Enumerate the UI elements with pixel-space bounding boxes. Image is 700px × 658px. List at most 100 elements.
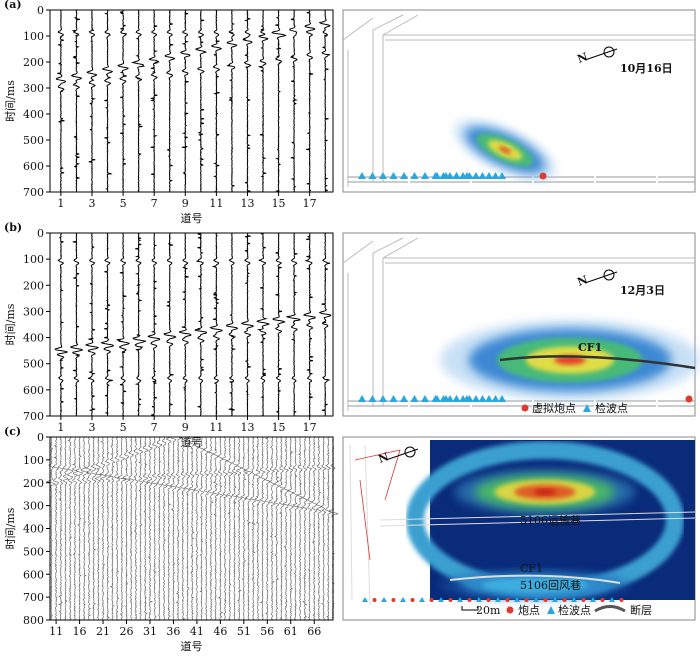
x-tick-label: 5 [120,197,127,210]
trace [268,436,276,620]
plot-frame [49,9,334,193]
x-tick-label: 9 [182,197,189,210]
geophone [433,172,441,179]
trace [55,9,67,193]
legend-marker [506,606,514,614]
geophone [514,597,520,602]
trace [304,9,316,193]
geophone [590,597,596,602]
x-tick-label: 36 [166,625,180,638]
trace [84,232,100,417]
x-tick-label: 46 [213,625,227,638]
trace [194,232,207,417]
trace [195,9,207,193]
trace [80,436,90,620]
north-label: N [576,273,590,289]
trace [146,436,154,620]
y-tick-label: 700 [23,186,44,199]
y-tick-label: 500 [23,358,44,371]
compass-ring [603,46,615,58]
trace [113,436,121,620]
compass-arrow [385,448,419,461]
geophone [452,395,461,402]
trace [296,436,304,620]
geophone [491,395,500,402]
x-tick-label: 61 [284,625,298,638]
map-date: 10月16日 [620,62,673,75]
trace [62,436,69,620]
fault-label: CF1 [578,341,602,354]
y-axis-label: 时间/ms [4,303,17,345]
source [539,172,547,180]
trace [240,436,248,620]
geophone [476,597,482,602]
trace [100,232,115,417]
roadway-label: 5106运输巷 [520,513,581,527]
geophone [358,395,366,402]
x-tick-label: 41 [190,625,204,638]
trace [202,436,210,620]
trace [273,436,280,620]
source [467,598,472,602]
trace [54,232,68,416]
geophone [438,597,444,602]
trace [155,436,163,620]
geophone [571,597,577,602]
trace [75,436,83,620]
trace [193,436,201,620]
y-tick-label: 200 [23,279,44,292]
trace [242,9,253,192]
y-tick-label: 600 [23,160,44,173]
y-tick-label: 0 [37,431,44,444]
x-tick-label: 7 [151,197,158,210]
legend-label: 断层 [630,603,652,617]
source [685,395,693,403]
trace [94,436,102,620]
trace [72,436,79,620]
x-tick-label: 13 [240,421,254,434]
geophone [491,172,500,179]
trace [217,436,224,620]
trace [318,232,332,417]
roadway-label: 5106回风巷 [520,579,581,592]
y-tick-label: 400 [23,523,44,536]
geophone [472,172,480,179]
geophone [485,395,493,402]
x-tick-label: 66 [307,625,321,638]
compass-ring [603,269,615,281]
trace [212,436,219,620]
compass-ring [404,446,416,458]
geophone [439,172,448,179]
geophone [379,172,387,179]
geophone [389,395,398,402]
scale-label: 20m [476,604,501,617]
geophone [433,395,441,402]
trace [161,436,168,620]
source [410,598,415,602]
source [391,598,396,602]
trace [315,436,322,620]
geophone [379,395,387,402]
x-tick-label: 1 [57,421,64,434]
y-tick-label: 0 [37,4,44,17]
trace [175,436,181,620]
trace [164,9,176,193]
plot-frame [49,232,334,417]
trace [254,436,261,620]
trace [300,436,308,620]
trace [235,436,243,620]
legend-marker [521,404,529,412]
y-tick-label: 300 [23,305,44,318]
map-date: 12月3日 [620,284,665,297]
trace [130,9,146,192]
trace [198,436,204,620]
trace [180,9,191,193]
trace [286,232,301,417]
roadway [342,237,695,411]
x-tick-label: 17 [303,421,317,434]
trace [318,9,331,193]
y-tick-label: 0 [37,227,44,240]
trace [52,436,59,620]
